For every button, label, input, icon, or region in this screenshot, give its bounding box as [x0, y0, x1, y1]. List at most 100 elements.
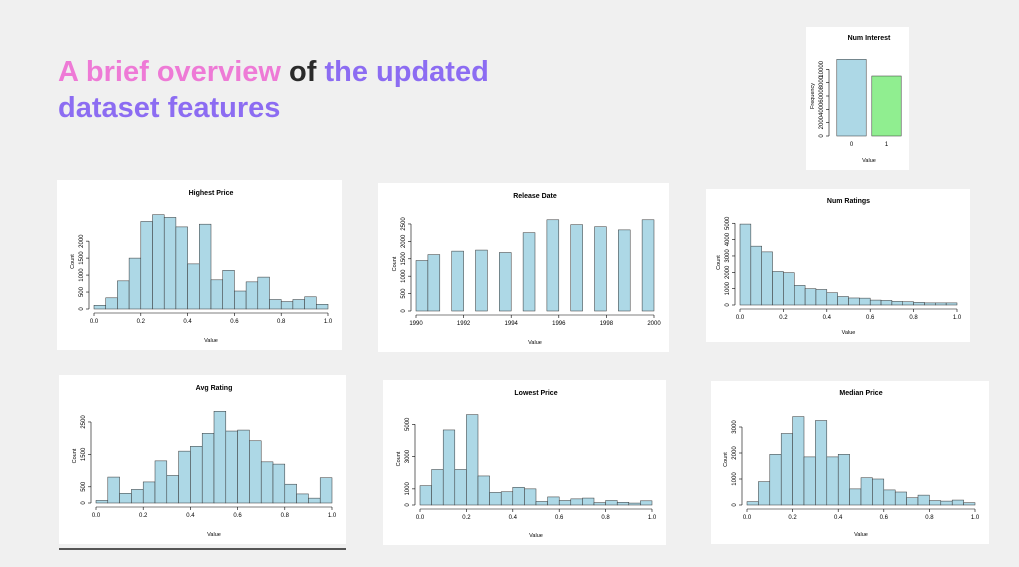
histogram-bar: [826, 456, 839, 506]
y-tick-label: 500: [79, 286, 85, 297]
x-axis-label: Value: [204, 338, 218, 344]
x-tick-label: 0.0: [736, 315, 745, 321]
histogram-bar: [883, 489, 896, 506]
x-tick-label: 0.2: [139, 513, 148, 519]
y-tick-label: 3000: [732, 420, 738, 434]
x-tick-label: 0.8: [925, 515, 934, 521]
histogram-bar: [237, 429, 250, 504]
histogram-bar: [500, 491, 514, 506]
y-axis-label: Count: [72, 448, 78, 463]
y-tick-label: 0: [725, 303, 731, 307]
headline-part: of: [280, 56, 325, 88]
histogram-bar: [917, 494, 930, 506]
histogram-bar: [641, 219, 655, 312]
x-tick-label: 0.8: [909, 315, 918, 321]
histogram-bar: [280, 301, 294, 310]
histogram-bar: [780, 433, 793, 506]
histogram-bar: [558, 500, 572, 506]
histogram-bar: [570, 224, 583, 312]
histogram-bar: [131, 489, 144, 504]
histogram-bar: [746, 501, 759, 506]
histogram-bar: [582, 497, 595, 506]
chart-panel: Release Date Value Count 0 500 1000 1500 2000 25…: [378, 183, 669, 352]
y-tick-label: 2000: [819, 115, 825, 129]
histogram-bar: [761, 251, 773, 306]
x-axis-label: Value: [842, 330, 856, 336]
histogram-bar: [269, 299, 282, 310]
y-axis-label: Frequency: [810, 83, 816, 109]
histogram-bar: [522, 232, 536, 312]
x-tick-label: 0.8: [601, 515, 610, 521]
histogram-bar: [860, 477, 873, 506]
headline: A brief overview of the updated dataset …: [58, 54, 538, 126]
histogram-bar: [245, 281, 259, 310]
x-tick-label: 0.6: [233, 513, 242, 519]
x-tick-label: 0.0: [743, 515, 752, 521]
histogram-bar: [154, 460, 168, 504]
chart-title: Median Price: [839, 390, 882, 397]
histogram-bar: [940, 500, 953, 506]
histogram-bar: [249, 440, 262, 504]
histogram-bar: [547, 496, 560, 506]
y-tick-label: 500: [81, 481, 87, 492]
y-tick-label: 0: [405, 503, 411, 507]
x-tick-label: 0.6: [230, 319, 239, 325]
y-tick-label: 2000: [725, 265, 731, 279]
histogram-bar: [769, 454, 782, 506]
histogram-bar: [415, 260, 429, 312]
histogram-bar: [201, 433, 215, 504]
histogram-bar: [546, 219, 560, 312]
histogram-bar: [945, 302, 958, 306]
histogram-bar: [95, 500, 109, 504]
headline-part: A brief overview: [58, 56, 281, 88]
histogram-bar: [872, 478, 885, 506]
x-tick-label: 0.6: [880, 515, 889, 521]
histogram-bar: [308, 497, 321, 504]
histogram-bar: [489, 492, 502, 506]
histogram-bar: [803, 456, 816, 506]
histogram-bar: [880, 300, 893, 306]
x-tick-label: 0.8: [281, 513, 290, 519]
histogram-bar: [593, 502, 606, 506]
histogram-bar: [815, 420, 828, 506]
histogram-bar: [929, 500, 942, 506]
x-tick-label: 0.4: [509, 515, 518, 521]
histogram-bar: [431, 469, 444, 506]
x-tick-label: 1990: [409, 321, 423, 327]
chart-title: Avg Rating: [196, 385, 233, 392]
y-axis-label: Count: [70, 254, 76, 269]
y-tick-label: 1500: [81, 447, 87, 461]
chart-title: Num Ratings: [827, 198, 870, 205]
histogram-bar: [594, 226, 607, 312]
histogram-bar: [628, 502, 641, 506]
y-tick-label: 2000: [732, 446, 738, 460]
bar: [836, 59, 867, 137]
histogram-bar: [935, 302, 947, 306]
x-tick-label: 0.4: [834, 515, 843, 521]
histogram-bar: [963, 502, 976, 506]
histogram-bar: [187, 263, 200, 310]
chart-panel: Highest Price Value Count 0 500 1000 1500 2000 0…: [57, 180, 342, 350]
y-tick-label: 1000: [79, 268, 85, 282]
histogram-bar: [512, 486, 525, 506]
histogram-bar: [792, 416, 805, 506]
histogram-bar: [140, 221, 153, 310]
histogram-bar: [951, 499, 964, 506]
histogram-bar: [913, 302, 925, 306]
histogram-bar: [93, 305, 106, 310]
histogram-bar: [837, 296, 849, 306]
histogram-bar: [257, 276, 270, 310]
histogram-bar: [213, 411, 227, 504]
x-tick-label: 0.2: [462, 515, 471, 521]
histogram-bar: [166, 475, 179, 504]
histogram-bar: [739, 223, 752, 306]
histogram-bar: [292, 299, 305, 310]
histogram-bar: [175, 226, 188, 310]
histogram-bar: [475, 249, 488, 312]
x-tick-label: 0.6: [555, 515, 564, 521]
histogram-bar: [804, 288, 817, 306]
histogram-bar: [906, 497, 919, 506]
y-tick-label: 1000: [405, 482, 411, 496]
y-tick-label: 500: [401, 288, 407, 299]
y-tick-label: 1500: [401, 251, 407, 265]
